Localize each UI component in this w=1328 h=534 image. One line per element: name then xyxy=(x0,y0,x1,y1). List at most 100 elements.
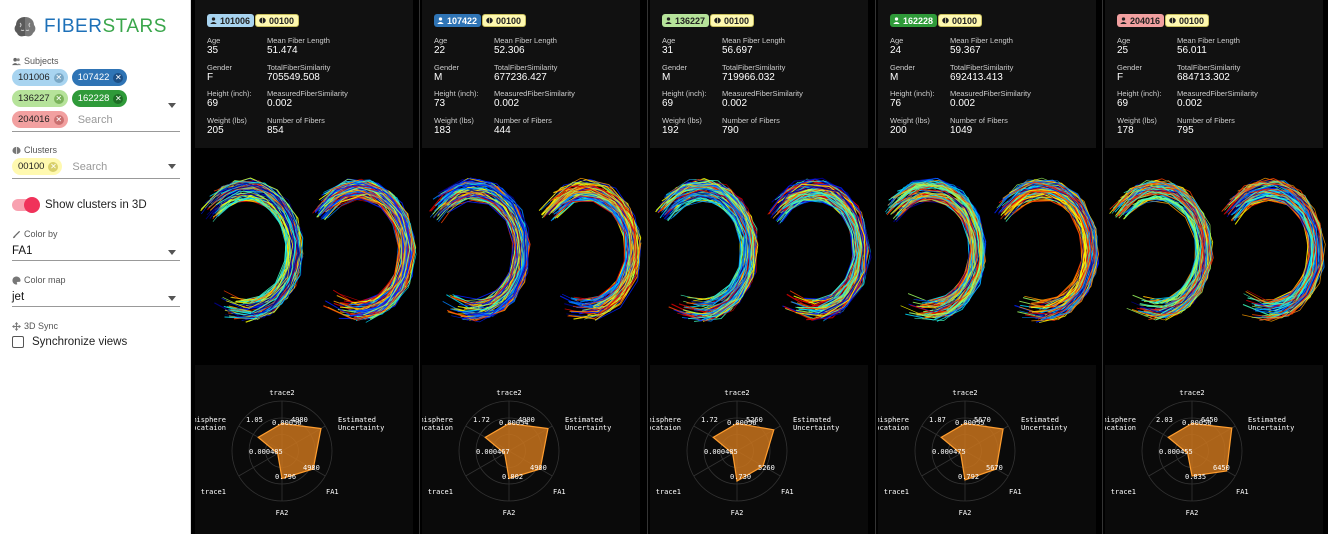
weight-field: Weight (lbs) 200 xyxy=(890,116,930,136)
fiber-streamline xyxy=(1228,181,1321,314)
fiber-streamline xyxy=(553,198,628,302)
fiber-streamline xyxy=(1126,189,1206,310)
panel-divider xyxy=(875,0,876,534)
fiber-tract-3d-view[interactable] xyxy=(648,150,874,364)
fiber-tract-3d-view[interactable] xyxy=(420,150,646,364)
radar-axis-label: trace2 xyxy=(952,389,977,397)
radar-value-label: 0.00056 xyxy=(727,419,757,427)
subject-chip-162228[interactable]: 162228 ✕ xyxy=(71,90,128,107)
subject-chip-204016[interactable]: 204016 ✕ xyxy=(12,111,68,128)
remove-chip-icon[interactable]: ✕ xyxy=(48,161,59,172)
fiber-streamline xyxy=(549,181,639,320)
fiber-streamline xyxy=(1224,182,1322,319)
radar-axis-label: FA2 xyxy=(959,509,972,517)
radar-axis-label: Locataion xyxy=(422,424,453,432)
user-icon xyxy=(665,17,672,24)
total-fiber-similarity-field: TotalFiberSimilarity 692413.413 xyxy=(950,63,1014,83)
brain-icon xyxy=(14,17,36,37)
radar-axis-label: FA2 xyxy=(276,509,289,517)
chevron-down-icon[interactable] xyxy=(168,296,176,301)
cluster-chip-00100[interactable]: 00100 ✕ xyxy=(12,158,63,175)
color-by-select[interactable]: FA1 xyxy=(12,243,180,261)
radar-value-label: 0.792 xyxy=(958,473,979,481)
radar-axis-label: FA2 xyxy=(503,509,516,517)
subject-panel-101006: 101006 00100 Age 35 Gender F Height (inch)… xyxy=(184,0,419,534)
remove-chip-icon[interactable]: ✕ xyxy=(53,93,64,104)
brain-small-icon xyxy=(486,17,493,24)
clusters-label: Clusters xyxy=(12,145,179,155)
color-map-select[interactable]: jet xyxy=(12,289,180,307)
subject-info-card: 101006 00100 Age 35 Gender F Height (inch)… xyxy=(195,0,413,148)
synchronize-views-checkbox[interactable] xyxy=(12,336,24,348)
remove-chip-icon[interactable]: ✕ xyxy=(113,72,124,83)
mean-fiber-length-field: Mean Fiber Length 56.011 xyxy=(1177,36,1240,56)
radar-axis-label: Estimated xyxy=(1248,416,1286,424)
measured-fiber-similarity-field: MeasuredFiberSimilarity 0.002 xyxy=(722,89,803,109)
radar-value-label: 0.796 xyxy=(275,473,296,481)
fiber-tract-3d-view[interactable] xyxy=(876,150,1102,364)
subject-tag: 101006 xyxy=(207,14,255,27)
clusters-search-input[interactable]: Search xyxy=(72,160,108,173)
chevron-down-icon[interactable] xyxy=(168,103,176,108)
show-clusters-toggle-row[interactable]: Show clusters in 3D xyxy=(12,197,179,213)
synchronize-views-row[interactable]: Synchronize views xyxy=(12,336,179,348)
subjects-search-input[interactable]: Search xyxy=(77,113,113,126)
radar-value-label: 0.000485 xyxy=(704,448,738,456)
subject-chip-101006[interactable]: 101006 ✕ xyxy=(12,69,68,86)
fiber-streamline xyxy=(1232,183,1324,321)
age-field: Age 24 xyxy=(890,36,904,56)
remove-chip-icon[interactable]: ✕ xyxy=(113,93,124,104)
fiber-streamline xyxy=(329,188,406,310)
fiber-tract-3d-view[interactable] xyxy=(193,150,419,364)
subject-chip-107422[interactable]: 107422 ✕ xyxy=(71,69,128,86)
radar-axis xyxy=(921,450,966,477)
radar-axis xyxy=(238,450,283,477)
radar-axis-label: Estimated xyxy=(565,416,603,424)
fiber-streamline xyxy=(670,201,741,302)
subject-chip-136227[interactable]: 136227 ✕ xyxy=(12,90,68,107)
color-map-label: Color map xyxy=(12,275,179,285)
remove-chip-icon[interactable]: ✕ xyxy=(53,72,64,83)
fiber-streamline xyxy=(323,180,417,323)
radar-axis-label: Locataion xyxy=(650,424,681,432)
radar-axis xyxy=(693,450,738,477)
total-fiber-similarity-field: TotalFiberSimilarity 719966.032 xyxy=(722,63,786,83)
show-clusters-label: Show clusters in 3D xyxy=(45,199,147,211)
fiber-streamline xyxy=(777,183,866,317)
mean-fiber-length-field: Mean Fiber Length 59.367 xyxy=(950,36,1013,56)
chevron-down-icon[interactable] xyxy=(168,250,176,255)
clusters-select[interactable]: 00100 ✕ Search xyxy=(12,158,180,179)
show-clusters-toggle[interactable] xyxy=(12,197,40,213)
age-field: Age 31 xyxy=(662,36,676,56)
radar-axis-label: Locataion xyxy=(195,424,226,432)
fiber-streamline xyxy=(448,201,514,300)
fiber-streamline xyxy=(1009,194,1084,304)
radar-value-label: 4900 xyxy=(530,464,547,472)
subject-tag: 136227 xyxy=(662,14,710,27)
total-fiber-similarity-field: TotalFiberSimilarity 677236.427 xyxy=(494,63,558,83)
fiber-streamline xyxy=(905,190,979,311)
brain-small-icon xyxy=(942,17,949,24)
subjects-select[interactable]: 101006 ✕ 107422 ✕ 136227 ✕ 162228 ✕ 204016 ✕ … xyxy=(12,69,180,132)
radar-axis-label: Uncertainty xyxy=(565,424,611,432)
fiber-streamline xyxy=(997,185,1095,317)
radar-value-label: 5260 xyxy=(746,416,763,424)
move-arrows-icon xyxy=(12,321,21,331)
brand: FIBERSTARS xyxy=(12,12,179,42)
remove-chip-icon[interactable]: ✕ xyxy=(53,114,64,125)
brain-small-icon xyxy=(12,146,21,154)
radar-axis-label: trace2 xyxy=(496,389,521,397)
radar-axis-label: FA2 xyxy=(1186,509,1199,517)
radar-value-label: 0.000485 xyxy=(249,448,283,456)
fiber-streamline xyxy=(333,187,408,313)
radar-value-label: 0.00055 xyxy=(955,419,985,427)
chevron-down-icon[interactable] xyxy=(168,164,176,169)
weight-field: Weight (lbs) 205 xyxy=(207,116,247,136)
fiber-streamline xyxy=(439,191,522,307)
weight-field: Weight (lbs) 178 xyxy=(1117,116,1157,136)
radar-axis-label: Uncertainty xyxy=(338,424,384,432)
fiber-tract-3d-view[interactable] xyxy=(1103,150,1328,364)
number-of-fibers-field: Number of Fibers 790 xyxy=(722,116,780,136)
